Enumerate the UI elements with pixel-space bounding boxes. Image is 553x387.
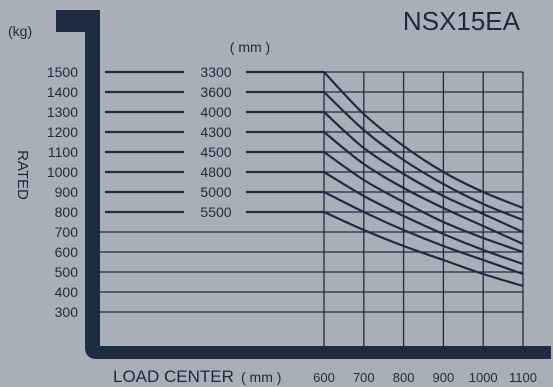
x-unit: ( mm ) [241, 369, 281, 385]
series-curve [323, 171, 524, 266]
y-tick-label: 600 [55, 244, 79, 260]
series-label: 4300 [200, 124, 231, 140]
y-tick-label: 1200 [47, 124, 78, 140]
series-curve [323, 210, 524, 288]
series-curve [323, 111, 524, 234]
series-label: 4500 [200, 144, 231, 160]
series-curve [323, 71, 524, 210]
axis-frame [56, 10, 551, 359]
series-label: 3300 [200, 64, 231, 80]
y-tick-label: 1300 [47, 104, 78, 120]
y-tick-label: 400 [55, 284, 79, 300]
y-tick-label: 1500 [47, 64, 78, 80]
x-tick-label: 600 [313, 370, 335, 385]
chart-title: NSX15EA [403, 6, 521, 36]
y-tick-label: 300 [55, 304, 79, 320]
y-tick-label: 1100 [48, 144, 78, 160]
series-label: 4000 [200, 104, 231, 120]
x-tick-label: 1000 [469, 370, 498, 385]
series-curve [323, 91, 524, 222]
y-tick-label: 500 [55, 264, 79, 280]
series-label: 3600 [200, 84, 231, 100]
y-tick-label: 800 [55, 204, 79, 220]
x-tick-label: 900 [433, 370, 455, 385]
x-axis-title: LOAD CENTER [113, 367, 234, 386]
series-unit: ( mm ) [230, 39, 270, 55]
y-unit: (kg) [8, 23, 32, 39]
x-tick-label: 800 [393, 370, 415, 385]
series-curve [323, 151, 524, 254]
series-label: 4800 [200, 164, 231, 180]
x-tick-label: 1100 [509, 370, 537, 385]
series-label: 5000 [200, 184, 231, 200]
y-tick-label: 1400 [47, 84, 78, 100]
series-curve [323, 131, 524, 246]
y-tick-label: 700 [55, 224, 79, 240]
x-tick-label: 700 [353, 370, 375, 385]
y-tick-label: 1000 [47, 164, 78, 180]
y-tick-label: 900 [55, 184, 79, 200]
series-label: 5500 [200, 204, 231, 220]
series-curve [323, 191, 524, 276]
y-axis-title: RATED [14, 150, 31, 200]
